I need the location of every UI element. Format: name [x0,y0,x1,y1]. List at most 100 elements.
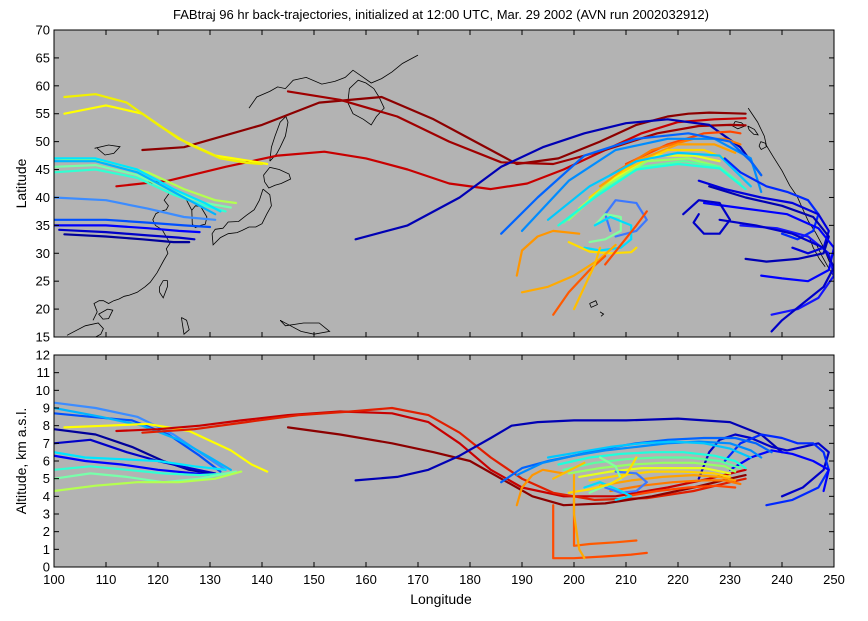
coastline [747,125,759,136]
coastline [92,192,193,321]
trajectory-line [141,95,747,166]
xtick-label: 130 [199,572,221,587]
altitude-trajectory-line [546,440,752,459]
altitude-trajectory-line [54,465,232,477]
trajectory-line [54,157,222,213]
altitude-trajectory-line [54,438,217,475]
trajectory-line [697,179,830,255]
xtick-label: 220 [667,572,689,587]
map-ylabel: Latitude [13,158,29,208]
altitude-ytick-label: 5 [43,471,50,486]
map-ytick-label: 35 [36,218,50,233]
altitude-trajectories [54,401,830,560]
coastline [66,322,104,337]
trajectory-line [520,243,617,294]
altitude-trajectory-line [552,461,586,480]
trajectory-line [515,229,581,277]
xtick-label: 170 [407,572,429,587]
trajectory-line [54,224,201,234]
trajectory-line [572,246,602,311]
coastline [589,300,598,308]
xtick-label: 200 [563,572,585,587]
xtick-label: 230 [719,572,741,587]
coastline [159,280,168,299]
trajectory-line [604,210,648,266]
trajectory-line [718,218,834,333]
altitude-ytick-label: 6 [43,454,50,469]
trajectory-line [54,196,217,221]
coastline [94,144,121,156]
xtick-label: 250 [823,572,845,587]
trajectory-line [546,151,752,221]
trajectory-line [500,132,763,235]
altitude-trajectory-line [567,461,737,475]
altitude-trajectory-line [54,406,232,471]
xtick-label: 140 [251,572,273,587]
map-ytick-label: 60 [36,78,50,93]
coastline [347,79,385,126]
trajectory-line [567,241,638,255]
xlabel: Longitude [410,591,472,607]
trajectory-line [54,160,217,216]
altitude-plot-background [54,355,834,567]
trajectory-line [682,199,732,235]
altitude-ytick-label: 3 [43,507,50,522]
altitude-trajectory-line [54,412,222,473]
chart-title: FABtraj 96 hr back-trajectories, initial… [173,7,709,22]
coastline [211,188,272,246]
trajectory-line [588,213,622,244]
altitude-trajectory-line [598,474,737,487]
trajectory-line [63,233,191,244]
trajectory-line [63,93,264,166]
altitude-ytick-label: 12 [36,348,50,363]
trajectory-line [624,130,742,166]
map-ytick-label: 25 [36,274,50,289]
altitude-ytick-label: 9 [43,401,50,416]
altitude-trajectory-line [562,456,742,471]
altitude-trajectory-line [54,428,212,475]
altitude-trajectory-line [515,440,763,477]
altitude-trajectory-line [515,468,565,507]
map-ytick-label: 20 [36,302,50,317]
xtick-label: 190 [511,572,533,587]
altitude-trajectory-line [697,433,830,498]
map-ytick-label: 30 [36,246,50,261]
trajectory-line [723,157,820,241]
altitude-ytick-label: 2 [43,524,50,539]
xtick-label: 240 [771,572,793,587]
coastline [248,54,419,109]
altitude-trajectory-line [588,470,732,482]
altitude-trajectory-line [54,451,227,471]
coastline [758,141,767,151]
altitude-ylabel: Altitude, km a.s.l. [13,408,29,515]
map-trajectories [54,90,834,333]
trajectory-line [702,201,834,283]
altitude-ytick-label: 10 [36,383,50,398]
map-ytick-label: 15 [36,330,50,345]
trajectory-line [552,255,607,316]
altitude-ytick-label: 7 [43,436,50,451]
altitude-trajectory-line [557,451,747,470]
altitude-trajectory-line [63,422,269,473]
xtick-label: 100 [43,572,65,587]
altitude-trajectory-line [54,470,243,493]
altitude-ytick-label: 1 [43,542,50,557]
altitude-ytick-label: 11 [37,365,51,380]
altitude-trajectory-line [572,498,638,547]
altitude-trajectory-line [54,470,238,484]
altitude-trajectory-line [552,504,648,560]
trajectory-line [520,137,763,232]
map-ytick-label: 65 [36,50,50,65]
map-ytick-label: 40 [36,190,50,205]
xtick-label: 180 [459,572,481,587]
altitude-ytick-label: 0 [43,560,50,575]
coastline [181,317,190,335]
map-ytick-label: 55 [36,106,50,121]
trajectory-line [708,185,830,263]
altitude-trajectory-line [723,433,830,507]
trajectory-line [54,164,232,209]
altitude-trajectory-line [567,456,638,494]
coastline [747,107,834,273]
xtick-label: 160 [355,572,377,587]
